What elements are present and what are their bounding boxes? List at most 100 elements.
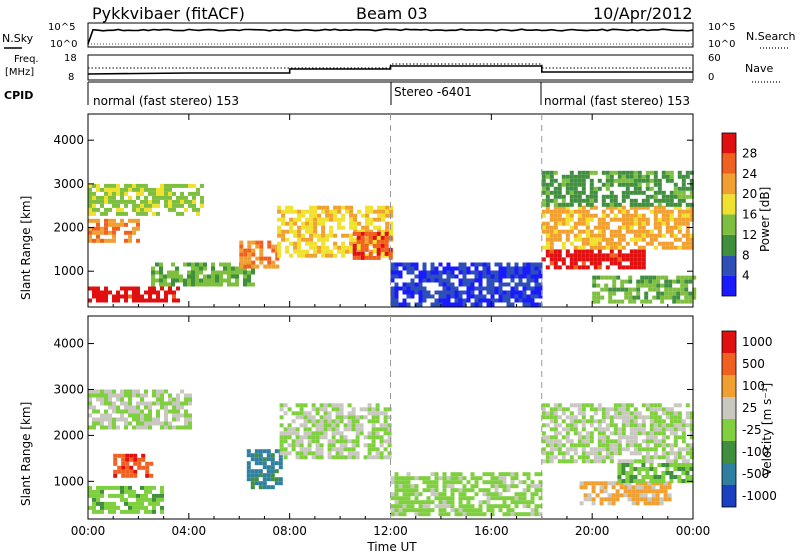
heatmap-cell (652, 295, 657, 300)
heatmap-cell (541, 202, 546, 207)
heatmap-cell (339, 407, 344, 412)
heatmap-cell (389, 233, 394, 238)
heatmap-cell (538, 290, 543, 295)
heatmap-cell (518, 274, 523, 279)
heatmap-cell (637, 471, 642, 475)
heatmap-cell (641, 427, 646, 432)
heatmap-cell (605, 213, 610, 218)
heatmap-cell (120, 207, 124, 212)
heatmap-cell (620, 299, 625, 304)
heatmap-cell (502, 496, 507, 501)
heatmap-cell (394, 270, 399, 275)
heatmap-cell (601, 209, 606, 214)
heatmap-cell (365, 221, 370, 226)
heatmap-cell (502, 282, 507, 287)
heatmap-cell (254, 457, 259, 462)
heatmap-cell (446, 298, 451, 303)
heatmap-cell (160, 405, 164, 410)
heatmap-cell (136, 421, 140, 426)
heatmap-cell (549, 229, 554, 234)
heatmap-cell (343, 439, 348, 444)
heatmap-cell (660, 275, 665, 280)
heatmap-cell (406, 266, 411, 271)
heatmap-cell (410, 266, 415, 271)
heatmap-cell (360, 255, 365, 260)
heatmap-cell (196, 191, 200, 196)
heatmap-cell (589, 423, 594, 428)
heatmap-cell (665, 198, 670, 203)
heatmap-cell (573, 198, 578, 203)
heatmap-cell (617, 431, 622, 436)
heatmap-cell (390, 266, 395, 271)
heatmap-cell (373, 225, 378, 230)
cpid-segment-3: normal (fast stereo) 153 (544, 94, 690, 108)
heatmap-cell (120, 409, 124, 414)
heatmap-cell (402, 500, 407, 505)
heatmap-cell (593, 455, 598, 460)
heatmap-cell (389, 229, 394, 234)
heatmap-cell (657, 205, 662, 210)
heatmap-cell (585, 249, 590, 254)
heatmap-cell (661, 190, 666, 195)
heatmap-cell (309, 253, 314, 258)
heatmap-cell (263, 256, 268, 261)
heatmap-cell (450, 500, 455, 505)
heatmap-cell (156, 501, 160, 506)
heatmap-cell (360, 243, 365, 248)
heatmap-cell (629, 467, 634, 471)
heatmap-cell (140, 485, 144, 490)
heatmap-cell (518, 492, 523, 497)
heatmap-cell (639, 497, 644, 502)
heatmap-cell (557, 447, 562, 452)
heatmap-cell (573, 419, 578, 424)
heatmap-cell (124, 298, 128, 303)
heatmap-cell (668, 283, 673, 288)
heatmap-cell (685, 205, 690, 210)
heatmap-cell (251, 282, 255, 287)
heatmap-cell (629, 249, 634, 254)
heatmap-cell (305, 221, 310, 226)
heatmap-cell (128, 397, 132, 402)
heatmap-cell (522, 480, 527, 485)
heatmap-cell (108, 401, 112, 406)
heatmap-cell (144, 195, 148, 200)
heatmap-cell (104, 409, 108, 414)
heatmap-cell (613, 198, 618, 203)
heatmap-cell (689, 217, 694, 222)
heatmap-cell (96, 497, 100, 502)
heatmap-cell (593, 225, 598, 230)
heatmap-cell (323, 419, 328, 424)
heatmap-cell (530, 492, 535, 497)
heatmap-cell (641, 459, 646, 464)
heatmap-cell (581, 423, 586, 428)
heatmap-cell (188, 199, 192, 204)
heatmap-cell (667, 485, 672, 490)
heatmap-cell (557, 459, 562, 464)
heatmap-cell (406, 504, 411, 509)
heatmap-cell (534, 266, 539, 271)
heatmap-cell (669, 459, 674, 464)
heatmap-cell (152, 211, 156, 216)
heatmap-cell (688, 279, 693, 284)
heatmap-cell (343, 427, 348, 432)
heatmap-cell (442, 472, 447, 477)
heatmap-cell (621, 423, 626, 428)
heatmap-cell (402, 492, 407, 497)
heatmap-cell (442, 492, 447, 497)
heatmap-cell (625, 475, 630, 479)
heatmap-cell (657, 182, 662, 187)
heatmap-cell (601, 213, 606, 218)
heatmap-cell (545, 221, 550, 226)
heatmap-cell (601, 443, 606, 448)
heatmap-cell (387, 439, 392, 444)
heatmap-cell (605, 447, 610, 452)
heatmap-cell (589, 205, 594, 210)
heatmap-cell (653, 237, 658, 242)
heatmap-cell (581, 253, 586, 258)
heatmap-cell (557, 423, 562, 428)
heatmap-cell (422, 480, 427, 485)
heatmap-cell (629, 471, 634, 475)
heatmap-cell (629, 217, 634, 222)
heatmap-cell (625, 459, 630, 464)
heatmap-cell (653, 411, 658, 416)
